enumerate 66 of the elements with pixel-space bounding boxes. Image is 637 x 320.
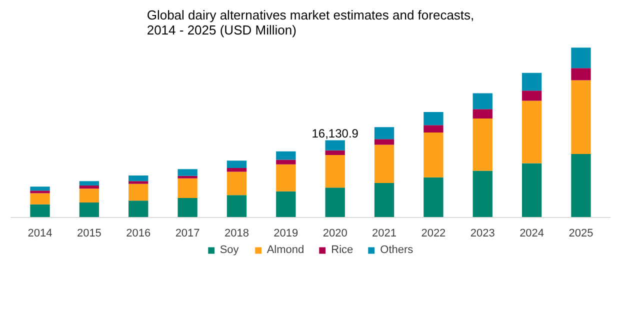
- bar: [522, 72, 542, 91]
- bar: [472, 170, 492, 218]
- bar: [522, 163, 542, 218]
- x-tick-label: 2020: [322, 228, 348, 240]
- bar: [226, 172, 247, 196]
- x-tick-label: 2015: [76, 228, 102, 240]
- bar: [30, 190, 50, 194]
- x-tick-label: 2014: [28, 228, 52, 240]
- bar: [571, 80, 591, 154]
- bar: [424, 125, 444, 133]
- bar: [276, 160, 296, 164]
- bar: [178, 176, 198, 178]
- bar: [424, 132, 444, 178]
- bar: [522, 90, 542, 101]
- bar: [424, 177, 444, 218]
- bar: [178, 198, 198, 218]
- bar: [424, 112, 444, 126]
- x-tick-label: 2025: [568, 228, 594, 240]
- bar: [226, 168, 247, 172]
- x-tick-label: 2023: [470, 228, 495, 240]
- bar: [79, 181, 100, 186]
- bar: [571, 48, 591, 68]
- bar: [79, 188, 100, 203]
- bar: [128, 181, 148, 184]
- x-tick-label: 2019: [274, 228, 298, 240]
- x-tick-label: 2021: [372, 228, 397, 240]
- bar: [472, 109, 492, 118]
- bar: [325, 188, 345, 218]
- x-tick-label: 2022: [421, 228, 446, 240]
- bar: [374, 139, 394, 145]
- annotation: 16,130.9: [312, 126, 359, 141]
- bar: [128, 184, 148, 201]
- bar: [571, 68, 591, 80]
- bar: [226, 160, 247, 168]
- bar: [522, 100, 542, 164]
- legend-label: Rice: [331, 244, 354, 256]
- bar: [226, 195, 247, 218]
- x-tick-label: 2016: [126, 228, 151, 240]
- bar: [472, 93, 492, 110]
- legend-label: Soy: [220, 244, 240, 256]
- bar: [374, 183, 394, 218]
- bar: [374, 127, 394, 140]
- bar: [30, 186, 50, 191]
- bar: [79, 186, 100, 189]
- bar: [276, 164, 296, 192]
- x-tick-label: 2024: [520, 228, 544, 240]
- bar: [325, 154, 345, 188]
- bar: [571, 154, 591, 218]
- chart-title: Global dairy alternatives market estimates and forecasts, 2014 - 2025 (USD Million): [146, 8, 474, 38]
- x-tick-label: 2017: [175, 228, 200, 240]
- bar: [128, 200, 148, 218]
- bar: [178, 169, 198, 176]
- x-tick-label: 2018: [224, 228, 249, 240]
- bar: [128, 176, 148, 182]
- bar: [472, 118, 492, 171]
- bar: [178, 178, 198, 198]
- bar: [325, 150, 345, 155]
- bar: [30, 193, 50, 204]
- bar: [374, 144, 394, 184]
- legend-label: Others: [380, 244, 414, 256]
- bar: [79, 202, 100, 218]
- bar: [276, 151, 296, 160]
- bar: [325, 140, 345, 150]
- bar: [30, 204, 50, 218]
- bar: [276, 191, 296, 218]
- legend-label: Almond: [266, 244, 304, 256]
